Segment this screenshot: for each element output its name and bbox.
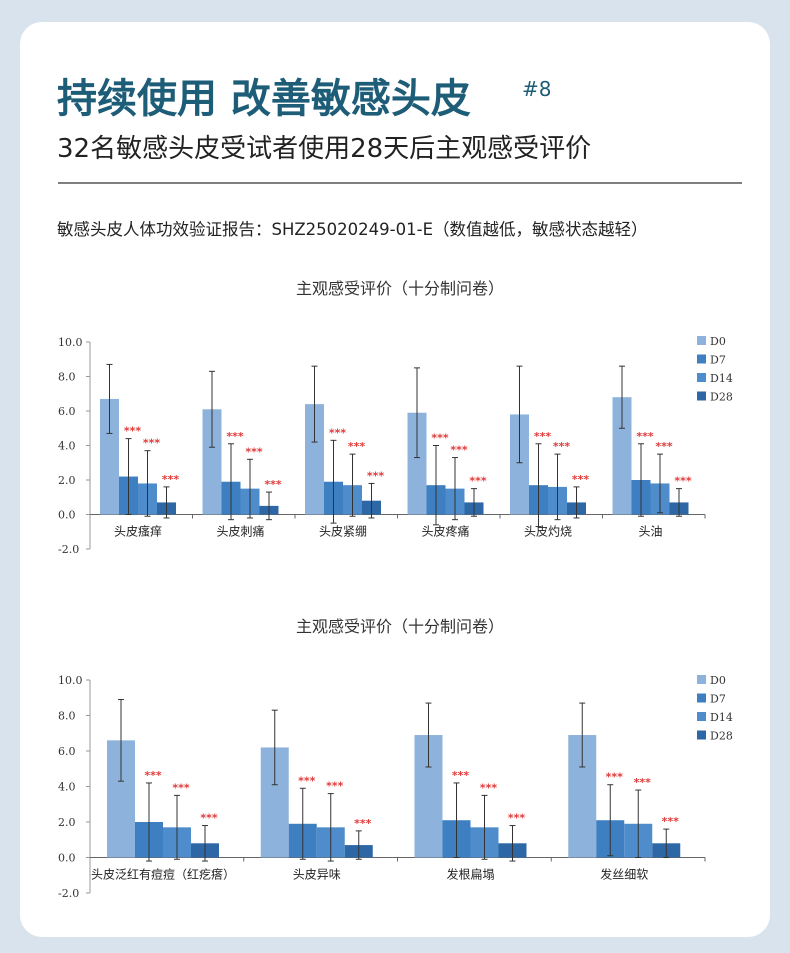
bar xyxy=(407,412,427,515)
chart-title: 主观感受评价（十分制问卷） xyxy=(296,279,504,298)
title: 持续使用 改善敏感头皮 xyxy=(57,76,471,122)
significance: *** xyxy=(480,781,498,794)
title-note: #8 xyxy=(522,77,551,101)
legend-swatch xyxy=(697,354,706,364)
significance: *** xyxy=(508,812,526,825)
x-tick-label: 头皮紧绷 xyxy=(319,524,367,539)
significance: *** xyxy=(572,473,590,486)
significance: *** xyxy=(452,769,470,782)
x-tick-label: 发根扁塌 xyxy=(446,867,494,882)
legend-swatch xyxy=(697,373,706,382)
significance: *** xyxy=(162,473,180,486)
significance: *** xyxy=(172,781,190,794)
legend-label: D28 xyxy=(710,730,733,743)
y-tick-label: 10.0 xyxy=(58,674,83,687)
y-tick-label: 2.0 xyxy=(58,816,76,829)
significance: *** xyxy=(298,774,316,787)
x-tick-label: 头油 xyxy=(638,525,662,539)
significance: *** xyxy=(674,475,692,488)
significance: *** xyxy=(636,430,654,443)
x-tick-label: 头皮异味 xyxy=(293,868,341,882)
y-tick-label: 4.0 xyxy=(58,781,76,794)
y-tick-label: 0.0 xyxy=(58,509,76,522)
significance: *** xyxy=(200,812,218,825)
legend-label: D0 xyxy=(710,674,726,687)
significance: *** xyxy=(553,440,571,453)
significance: *** xyxy=(354,817,372,830)
y-tick-label: -2.0 xyxy=(58,543,79,556)
y-tick-label: 2.0 xyxy=(58,474,76,487)
significance: *** xyxy=(226,430,244,443)
significance: *** xyxy=(655,440,673,453)
significance: *** xyxy=(431,432,449,445)
x-tick-label: 头皮泛红有痘痘（红疙瘩） xyxy=(91,867,235,882)
significance: *** xyxy=(662,815,680,828)
legend-swatch xyxy=(697,712,706,721)
significance: *** xyxy=(634,776,652,789)
significance: *** xyxy=(264,478,282,491)
significance: *** xyxy=(245,445,263,458)
legend-label: D7 xyxy=(710,354,726,367)
significance: *** xyxy=(534,430,552,443)
y-tick-label: 8.0 xyxy=(58,371,76,384)
y-tick-label: 6.0 xyxy=(58,405,76,418)
y-tick-label: 0.0 xyxy=(58,852,76,865)
legend-swatch xyxy=(697,391,706,401)
legend-label: D7 xyxy=(710,693,726,706)
legend-label: D14 xyxy=(710,372,733,385)
significance: *** xyxy=(329,426,347,439)
x-tick-label: 头皮疼痛 xyxy=(421,524,469,539)
significance: *** xyxy=(606,771,624,784)
y-tick-label: -2.0 xyxy=(58,887,79,900)
significance: *** xyxy=(326,780,344,793)
significance: *** xyxy=(367,469,385,482)
chart-title: 主观感受评价（十分制问卷） xyxy=(296,617,504,636)
bar xyxy=(100,398,119,515)
significance: *** xyxy=(348,440,366,453)
significance: *** xyxy=(124,425,142,438)
significance: *** xyxy=(469,475,487,488)
bar xyxy=(510,414,529,515)
x-tick-label: 头皮瘙痒 xyxy=(114,524,162,539)
x-tick-label: 头皮灼烧 xyxy=(524,524,572,539)
legend-label: D28 xyxy=(710,391,733,404)
y-tick-label: 6.0 xyxy=(58,745,76,758)
legend-swatch xyxy=(697,693,706,703)
legend-swatch xyxy=(697,675,706,684)
report: 敏感头皮人体功效验证报告：SHZ25020249-01-E（数值越低，敏感状态越… xyxy=(57,220,648,239)
x-tick-label: 头皮刺痛 xyxy=(216,524,264,539)
significance: *** xyxy=(143,437,161,450)
legend-label: D14 xyxy=(710,711,733,724)
legend-swatch xyxy=(697,336,706,345)
subtitle: 32名敏感头皮受试者使用28天后主观感受评价 xyxy=(57,134,591,164)
bar xyxy=(612,397,632,515)
y-tick-label: 10.0 xyxy=(58,336,83,349)
significance: *** xyxy=(144,769,162,782)
legend-label: D0 xyxy=(710,335,726,348)
y-tick-label: 4.0 xyxy=(58,440,76,453)
y-tick-label: 8.0 xyxy=(58,710,76,723)
x-tick-label: 发丝细软 xyxy=(600,867,648,882)
significance: *** xyxy=(450,444,468,457)
legend-swatch xyxy=(697,730,706,740)
bar xyxy=(305,404,324,515)
bar xyxy=(202,409,222,515)
